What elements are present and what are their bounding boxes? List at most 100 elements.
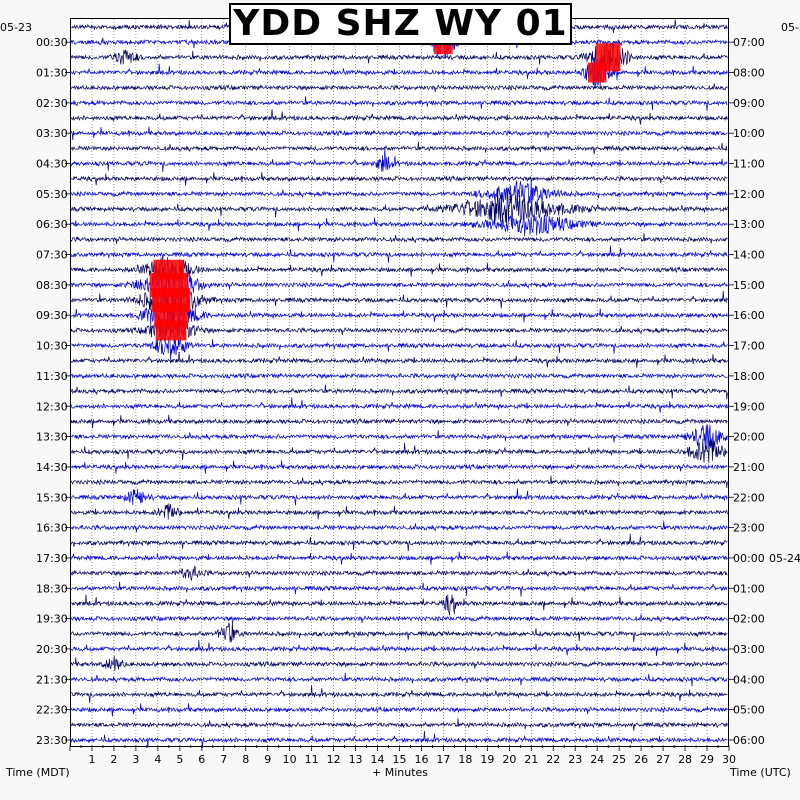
trace-row	[70, 245, 728, 263]
start-date-local: 05-23	[0, 21, 32, 34]
trace-row	[70, 438, 728, 464]
trace-row	[70, 213, 728, 237]
x-tick-label: 1	[88, 753, 95, 766]
trace-row	[70, 594, 728, 616]
right-time-label: 06:00	[733, 734, 765, 747]
trace-row	[70, 488, 728, 506]
x-tick-label: 24	[590, 753, 604, 766]
x-tick-label: 15	[393, 753, 407, 766]
left-time-label: 02:30	[36, 97, 68, 110]
x-tick-label: 12	[327, 753, 341, 766]
trace-row	[70, 351, 728, 368]
right-time-label: 20:00	[733, 431, 765, 444]
x-tick-label: 20	[502, 753, 516, 766]
left-time-label: 11:30	[36, 370, 68, 383]
right-time-label: 02:00	[733, 613, 765, 626]
trace-row	[70, 397, 728, 413]
trace-row	[70, 718, 728, 731]
left-time-label: 15:30	[36, 491, 68, 504]
x-tick-label: 18	[458, 753, 472, 766]
x-tick-label: 7	[220, 753, 227, 766]
x-tick-label: 10	[283, 753, 297, 766]
left-time-label: 03:30	[36, 127, 68, 140]
trace-row	[70, 685, 728, 703]
trace-row	[70, 141, 728, 155]
trace-row	[70, 672, 728, 687]
trace-row	[70, 581, 728, 597]
clipped-signal	[587, 62, 607, 83]
x-tick-label: 30	[722, 753, 736, 766]
left-time-label: 05:30	[36, 188, 68, 201]
x-tick-label: 5	[176, 753, 183, 766]
left-time-label: 12:30	[36, 400, 68, 413]
left-time-label: 13:30	[36, 431, 68, 444]
left-time-label: 21:30	[36, 673, 68, 686]
trace-row	[70, 521, 728, 533]
left-time-label: 01:30	[36, 67, 68, 80]
left-time-label: 10:30	[36, 340, 68, 353]
x-tick-label: 26	[634, 753, 648, 766]
x-tick-label: 22	[546, 753, 560, 766]
left-time-label: 14:30	[36, 461, 68, 474]
right-time-label: 18:00	[733, 370, 765, 383]
trace-row	[70, 109, 728, 125]
right-time-label: 00:00	[733, 552, 765, 565]
right-time-label: 17:00	[733, 340, 765, 353]
left-axis-title: Time (MDT)	[6, 766, 70, 779]
left-time-label: 06:30	[36, 218, 68, 231]
x-tick-label: 28	[678, 753, 692, 766]
station-title: YDD SHZ WY 01	[233, 3, 568, 44]
x-tick-label: 16	[414, 753, 428, 766]
x-tick-label: 11	[305, 753, 319, 766]
left-time-label: 17:30	[36, 552, 68, 565]
bottom-axis-title: + Minutes	[372, 766, 429, 779]
x-tick-label: 27	[656, 753, 670, 766]
clipped-signal	[155, 320, 187, 341]
right-time-label: 14:00	[733, 249, 765, 262]
right-time-label: 15:00	[733, 279, 765, 292]
right-time-label: 08:00	[733, 67, 765, 80]
left-time-label: 00:30	[36, 36, 68, 49]
x-tick-label: 14	[371, 753, 385, 766]
right-time-label: 10:00	[733, 127, 765, 140]
trace-row	[70, 460, 728, 474]
x-tick-label: 4	[154, 753, 161, 766]
trace-row	[70, 620, 728, 643]
trace-row	[70, 384, 728, 400]
right-time-label: 11:00	[733, 158, 765, 171]
trace-row	[70, 172, 728, 186]
trace-row	[70, 178, 728, 207]
trace-row	[70, 703, 728, 717]
left-time-label: 23:30	[36, 734, 68, 747]
trace-row	[70, 146, 728, 172]
right-time-label: 23:00	[733, 522, 765, 535]
left-time-label: 18:30	[36, 582, 68, 595]
trace-row	[70, 475, 728, 489]
trace-row	[70, 565, 728, 582]
trace-row	[70, 503, 728, 520]
trace-row	[70, 730, 728, 749]
trace-row	[70, 126, 728, 141]
trace-row	[70, 639, 728, 656]
right-time-label: 12:00	[733, 188, 765, 201]
left-time-label: 16:30	[36, 522, 68, 535]
trace-row	[70, 232, 728, 244]
trace-row	[70, 533, 728, 552]
trace-row	[70, 187, 728, 227]
right-time-label: 04:00	[733, 673, 765, 686]
trace-row	[70, 551, 728, 565]
right-time-label: 05:00	[733, 704, 765, 717]
right-time-label: 16:00	[733, 309, 765, 322]
x-tick-label: 2	[110, 753, 117, 766]
left-time-label: 22:30	[36, 704, 68, 717]
right-time-label: 22:00	[733, 491, 765, 504]
left-time-label: 09:30	[36, 309, 68, 322]
trace-row	[70, 414, 728, 429]
x-tick-label: 23	[568, 753, 582, 766]
x-tick-label: 8	[242, 753, 249, 766]
right-time-label: 13:00	[733, 218, 765, 231]
x-tick-label: 6	[198, 753, 205, 766]
x-tick-label: 17	[436, 753, 450, 766]
x-tick-label: 9	[264, 753, 271, 766]
